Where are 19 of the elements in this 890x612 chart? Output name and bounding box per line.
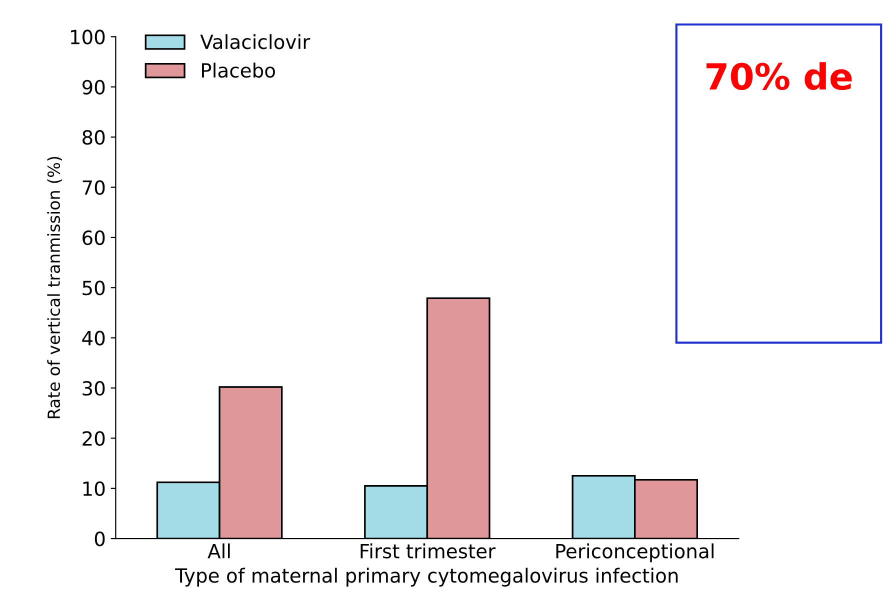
- y-tick-label: 70: [82, 180, 105, 195]
- y-tick-label: 0: [94, 532, 105, 546]
- legend-label: Placebo: [202, 62, 275, 78]
- y-tick-label: 60: [82, 230, 105, 246]
- y-tick-label: 40: [82, 330, 105, 346]
- x-tick-label: Periconceptional: [556, 543, 714, 562]
- y-tick-label: 10: [83, 481, 105, 496]
- y-tick-label: 20: [82, 431, 105, 446]
- x-axis-title: Type of maternal primary cytomegalovirus infection: [175, 568, 678, 587]
- y-tick-label: 50: [82, 280, 105, 296]
- legend-label: Valaciclovir: [200, 34, 310, 50]
- y-tick-label: 100: [71, 30, 105, 44]
- y-tick-label: 80: [82, 130, 105, 145]
- x-tick-label: First trimester: [360, 543, 496, 558]
- y-tick-label: 90: [82, 80, 105, 95]
- x-tick-label: All: [208, 543, 230, 558]
- y-tick-label: 30: [82, 380, 105, 396]
- y-axis-title: Rate of vertical tranmission (%): [47, 156, 62, 418]
- annotation: 70% de: [706, 62, 852, 90]
